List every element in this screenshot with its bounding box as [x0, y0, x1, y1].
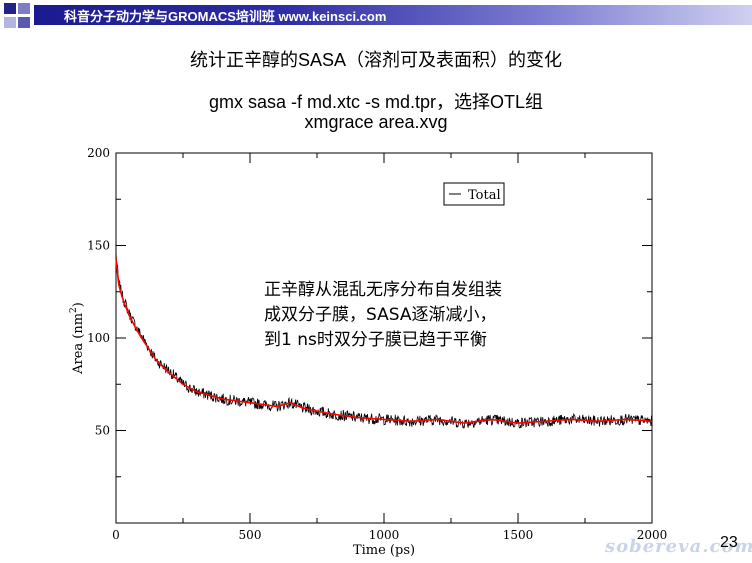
annotation-line: 正辛醇从混乱无序分布自发组装 [264, 280, 502, 300]
legend-label: Total [468, 188, 501, 203]
legend: Total [443, 182, 505, 206]
x-tick-label: 2000 [637, 528, 668, 542]
y-axis-label: Area (nm2) [69, 302, 86, 375]
header-bar [34, 5, 752, 25]
slide-header: 科音分子动力学与GROMACS培训班 www.keinsci.com [0, 0, 752, 34]
x-tick-label: 0 [112, 528, 120, 542]
legend-box [443, 182, 505, 206]
x-tick-label: 1000 [369, 528, 400, 542]
decor-square [18, 17, 30, 28]
command-line-1: gmx sasa -f md.xtc -s md.tpr，选择OTL组 [208, 92, 544, 112]
decor-square [18, 3, 30, 14]
annotation-line: 成双分子膜，SASA逐渐减小， [264, 305, 497, 325]
header-title: 科音分子动力学与GROMACS培训班 www.keinsci.com [64, 9, 387, 24]
annotation-text: 正辛醇从混乱无序分布自发组装 成双分子膜，SASA逐渐减小， 到1 ns时双分子… [264, 278, 502, 353]
series-smoothed-line [115, 258, 653, 424]
command-line-2: xmgrace area.xvg [304, 112, 448, 132]
decor-square [4, 3, 16, 14]
x-tick-label: 1500 [503, 528, 534, 542]
watermark: sobereva.com [605, 536, 752, 557]
series-total-line [115, 251, 653, 430]
y-tick-label: 150 [87, 239, 110, 253]
header-decoration [4, 3, 50, 37]
y-tick-label: 200 [87, 146, 110, 160]
decor-square [4, 17, 16, 28]
tick-labels: 0 500 1000 1500 2000 50 100 150 200 [87, 146, 667, 542]
annotation-line: 到1 ns时双分子膜已趋于平衡 [264, 330, 487, 350]
series-group [115, 251, 653, 430]
slide-title: 统计正辛醇的SASA（溶剂可及表面积）的变化 [189, 50, 563, 70]
axis-ticks [115, 152, 653, 524]
y-tick-label: 50 [95, 424, 110, 438]
x-tick-label: 500 [239, 528, 262, 542]
page-number: 23 [720, 534, 738, 551]
y-tick-label: 100 [87, 331, 110, 345]
x-axis-label: Time (ps) [353, 543, 415, 558]
